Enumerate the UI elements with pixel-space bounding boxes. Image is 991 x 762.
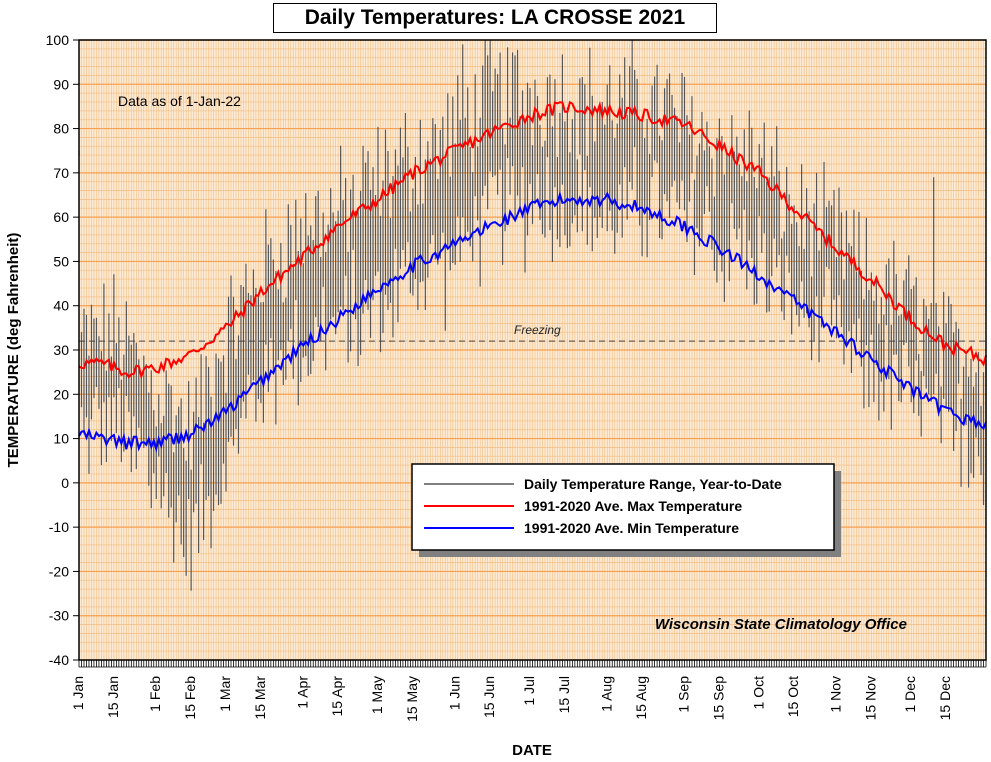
x-tick-label: 1 Nov xyxy=(828,676,844,713)
y-tick-label: -40 xyxy=(49,652,69,668)
y-axis-title: TEMPERATURE (deg Fahrenheit) xyxy=(5,233,22,468)
y-tick-label: -20 xyxy=(49,563,69,579)
x-axis-ticks xyxy=(78,660,987,668)
y-tick-label: -30 xyxy=(49,608,69,624)
y-tick-label: 20 xyxy=(53,386,69,402)
credit-text: Wisconsin State Climatology Office xyxy=(655,616,907,633)
y-tick-label: 40 xyxy=(53,298,69,314)
x-tick-label: 1 Mar xyxy=(217,676,233,712)
daily-range-bars xyxy=(78,40,987,591)
x-tick-label: 1 Oct xyxy=(750,676,766,710)
x-tick-label: 15 Sep xyxy=(710,676,726,721)
chart-title: Daily Temperatures: LA CROSSE 2021 xyxy=(273,3,717,33)
x-tick-label: 15 Oct xyxy=(785,676,801,717)
y-tick-label: 10 xyxy=(53,431,69,447)
x-tick-label: 15 Jun xyxy=(481,676,497,718)
x-tick-label: 1 Dec xyxy=(902,676,918,713)
y-tick-label: 60 xyxy=(53,209,69,225)
x-tick-label: 1 Jan xyxy=(70,676,86,710)
legend-label-range: Daily Temperature Range, Year-to-Date xyxy=(524,476,782,492)
y-tick-label: 0 xyxy=(61,475,69,491)
x-axis-title: DATE xyxy=(512,742,552,759)
ave-max-line xyxy=(78,100,987,380)
x-tick-label: 15 Jan xyxy=(105,676,121,718)
x-tick-label: 1 Aug xyxy=(598,676,614,712)
y-tick-label: 80 xyxy=(53,121,69,137)
x-tick-label: 1 Jun xyxy=(446,676,462,710)
x-axis-labels: 1 Jan 15 Jan 1 Feb 15 Feb 1 Mar 15 Mar 1 Apr 15… xyxy=(70,676,953,722)
x-tick-label: 15 May xyxy=(404,676,420,722)
y-tick-label: 70 xyxy=(53,165,69,181)
y-axis: -40 -30 -20 -10 0 10 20 30 40 50 60 70 80 90 100 xyxy=(46,32,79,668)
x-tick-label: 1 Jul xyxy=(521,676,537,706)
legend-label-min: 1991-2020 Ave. Min Temperature xyxy=(524,520,739,536)
ave-min-line xyxy=(78,190,987,453)
freezing-label: Freezing xyxy=(514,323,561,337)
x-tick-label: 15 Apr xyxy=(329,676,345,717)
x-tick-label: 1 Sep xyxy=(676,676,692,713)
x-tick-label: 15 Jul xyxy=(556,676,572,713)
x-tick-label: 15 Mar xyxy=(252,676,268,720)
x-tick-label: 15 Nov xyxy=(862,676,878,720)
y-tick-label: 50 xyxy=(53,253,69,269)
legend-label-max: 1991-2020 Ave. Max Temperature xyxy=(524,498,742,514)
y-tick-label: 100 xyxy=(46,32,70,48)
x-tick-label: 15 Dec xyxy=(937,676,953,720)
y-tick-label: -10 xyxy=(49,519,69,535)
x-tick-label: 15 Feb xyxy=(182,676,198,720)
x-tick-label: 1 Feb xyxy=(147,676,163,712)
legend: Daily Temperature Range, Year-to-Date 19… xyxy=(411,463,841,557)
x-tick-label: 1 Apr xyxy=(294,676,310,709)
x-tick-label: 1 May xyxy=(369,676,385,714)
data-as-of-note: Data as of 1-Jan-22 xyxy=(118,93,241,109)
x-tick-label: 15 Aug xyxy=(633,676,649,720)
y-tick-label: 90 xyxy=(53,76,69,92)
y-tick-label: 30 xyxy=(53,342,69,358)
